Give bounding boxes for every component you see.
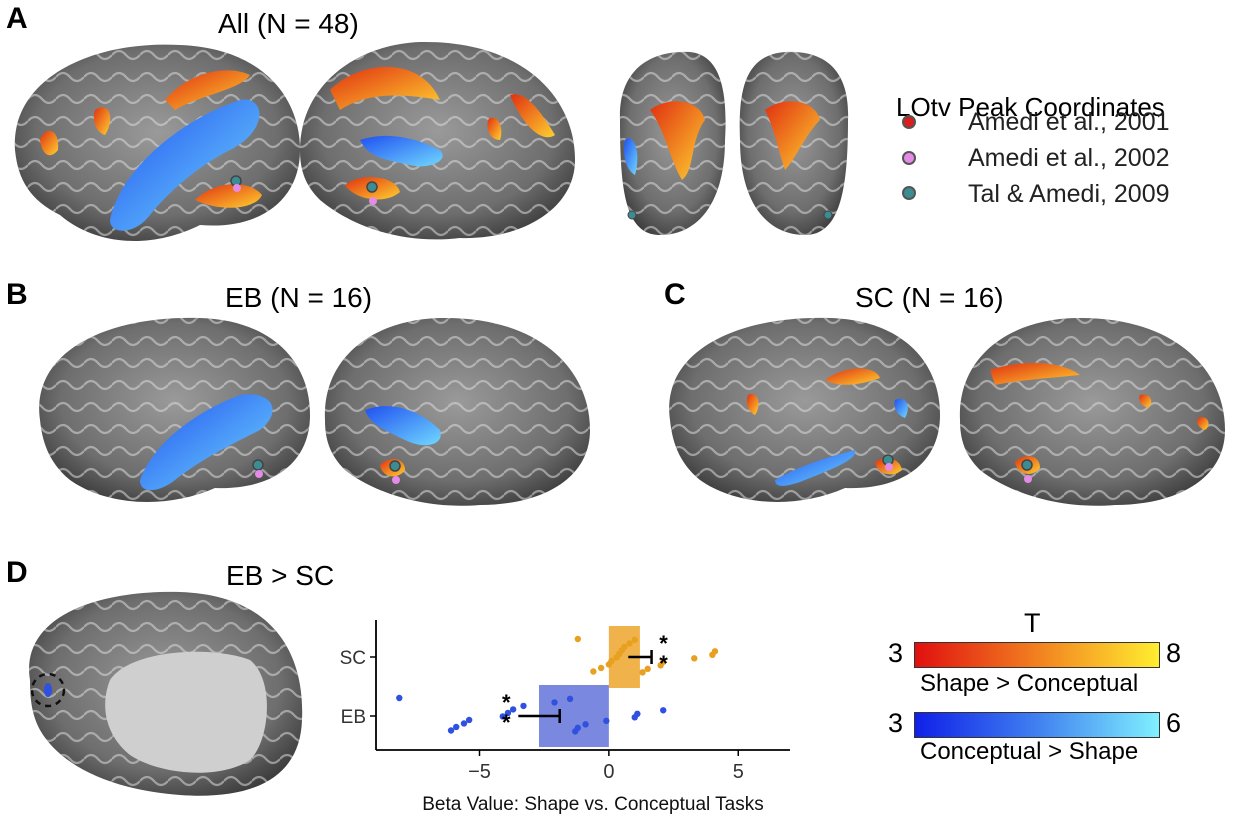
legend-dot-amedi-2002 <box>902 151 916 165</box>
warm-colorbar <box>914 642 1160 668</box>
point-eb <box>460 720 468 727</box>
colorbar-title: T <box>1024 608 1041 638</box>
panel-letter-b: B <box>6 278 28 311</box>
point-sc <box>621 643 628 651</box>
significance-sc-1: * <box>659 631 668 656</box>
point-eb <box>603 717 610 725</box>
x-axis-label: Beta Value: Shape vs. Conceptual Tasks <box>422 794 764 815</box>
significance-eb-2: * <box>502 710 511 735</box>
warm-colorbar-label: Shape > Conceptual <box>920 670 1139 697</box>
point-eb <box>396 694 403 702</box>
point-eb <box>582 721 589 728</box>
panel-letter-d: D <box>6 556 28 589</box>
legend-dot-amedi-2001 <box>902 115 916 129</box>
point-sc <box>597 664 605 672</box>
point-sc <box>626 640 633 647</box>
panel-d-title: EB > SC <box>226 560 335 591</box>
brain-d-medial <box>29 591 303 796</box>
cool-colorbar-label: Conceptual > Shape <box>920 738 1139 765</box>
panel-b-title: EB (N = 16) <box>225 282 373 313</box>
point-sc <box>639 669 646 676</box>
point-sc <box>590 668 597 675</box>
warm-min-label: 3 <box>888 638 904 668</box>
panel-letter-a: A <box>6 2 28 35</box>
brain-c-right-lateral <box>959 317 1225 506</box>
y-tick-label-eb: EB <box>341 707 366 728</box>
cool-colorbar <box>914 712 1160 738</box>
brain-b-left-lateral <box>39 317 311 502</box>
brain-a-right-lateral <box>300 41 575 240</box>
warm-max-label: 8 <box>1166 638 1182 668</box>
point-sc <box>691 655 698 662</box>
point-eb <box>574 724 582 732</box>
point-eb <box>509 706 517 713</box>
significance-sc-2: * <box>659 651 668 676</box>
x-tick-label: −5 <box>468 761 491 783</box>
point-sc <box>711 648 719 655</box>
point-eb <box>447 727 455 734</box>
panel-letter-c: C <box>664 278 686 311</box>
point-eb <box>465 716 473 724</box>
point-eb <box>634 710 641 718</box>
point-sc <box>660 658 667 666</box>
brain-b-right-lateral <box>324 317 590 506</box>
point-eb <box>453 723 460 731</box>
legend-title: LOtv Peak Coordinates <box>896 92 1165 122</box>
panel-c-title: SC (N = 16) <box>855 282 1004 313</box>
legend-item-amedi-2001: Amedi et al., 2001 <box>968 108 1170 136</box>
brain-a-left-lateral <box>14 44 300 242</box>
significance-eb-1: * <box>502 690 511 715</box>
x-tick-label: 5 <box>733 761 744 783</box>
legend-dot-tal-amedi-2009 <box>902 186 916 200</box>
brain-a-ventral <box>619 51 849 235</box>
point-sc <box>631 636 638 644</box>
cool-max-label: 6 <box>1166 708 1182 738</box>
point-eb <box>551 699 558 706</box>
point-eb <box>504 709 512 717</box>
point-eb <box>499 713 506 720</box>
panel-a-title: All (N = 48) <box>218 8 359 39</box>
cool-min-label: 3 <box>888 708 904 738</box>
point-sc <box>608 657 615 665</box>
brain-c-left-lateral <box>669 317 940 502</box>
legend-item-amedi-2002: Amedi et al., 2002 <box>968 144 1170 172</box>
point-eb <box>520 702 527 710</box>
point-sc <box>644 665 651 673</box>
x-tick-label: 0 <box>603 761 614 783</box>
point-eb <box>660 707 667 714</box>
legend-item-tal-amedi-2009: Tal & Amedi, 2009 <box>968 180 1170 208</box>
point-eb <box>566 695 574 703</box>
y-tick-label-sc: SC <box>340 648 366 669</box>
point-sc <box>574 635 582 643</box>
